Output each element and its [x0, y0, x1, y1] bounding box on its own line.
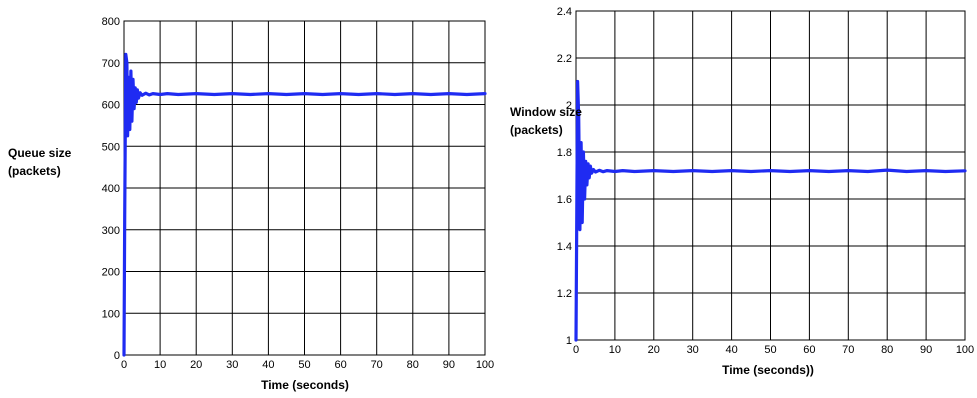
x-tick-label: 90 [443, 359, 455, 371]
x-tick-label: 100 [956, 344, 974, 356]
y-tick-label: 1.6 [557, 194, 572, 206]
queue-size-chart: 0 10 20 30 40 50 60 70 80 90 100 0 100 200 300 400 500 60… [8, 16, 494, 392]
y-axis-label: Queue size [8, 146, 72, 160]
y-tick-label: 1.4 [557, 241, 572, 253]
x-tick-label: 10 [609, 344, 621, 356]
x-tick-label: 70 [371, 359, 383, 371]
x-tick-label: 80 [881, 344, 893, 356]
x-axis-label: Time (seconds)) [722, 363, 814, 377]
y-tick-label: 1.2 [557, 288, 572, 300]
y-tick-label: 100 [102, 308, 120, 320]
x-tick-label: 40 [262, 359, 274, 371]
y-tick-label: 700 [102, 58, 120, 70]
y-axis-label-unit: (packets) [8, 164, 61, 178]
y-tick-label: 2 [566, 100, 572, 112]
x-tick-label: 30 [226, 359, 238, 371]
y-tick-label: 500 [102, 141, 120, 153]
y-tick-label: 300 [102, 225, 120, 237]
x-tick-label: 60 [334, 359, 346, 371]
x-tick-label: 40 [725, 344, 737, 356]
x-tick-label: 60 [803, 344, 815, 356]
y-axis-label-unit: (packets) [510, 123, 563, 137]
x-tick-label: 0 [573, 344, 579, 356]
x-tick-label: 0 [121, 359, 127, 371]
x-tick-label: 90 [920, 344, 932, 356]
y-tick-label: 2.4 [557, 6, 572, 18]
y-tick-label: 800 [102, 16, 120, 28]
y-tick-label: 1.8 [557, 147, 572, 159]
y-tick-label: 600 [102, 100, 120, 112]
series-line [122, 52, 487, 357]
x-tick-label: 20 [648, 344, 660, 356]
x-tick-label: 80 [407, 359, 419, 371]
x-tick-label: 30 [687, 344, 699, 356]
x-tick-label: 50 [764, 344, 776, 356]
x-axis-label: Time (seconds) [261, 378, 349, 392]
series-line [574, 79, 967, 342]
y-tick-label: 1 [566, 335, 572, 347]
window-size-chart: 0 10 20 30 40 50 60 70 80 90 100 1 1.2 1.4 1.6 1.8 2 2.2 2… [510, 6, 974, 377]
x-tick-label: 50 [298, 359, 310, 371]
x-tick-label: 20 [190, 359, 202, 371]
y-tick-label: 2.2 [557, 53, 572, 65]
y-tick-label: 0 [114, 350, 120, 362]
y-axis-label: Window size [510, 105, 582, 119]
x-tick-label: 100 [476, 359, 494, 371]
y-tick-label: 200 [102, 267, 120, 279]
x-tick-label: 70 [842, 344, 854, 356]
y-tick-label: 400 [102, 183, 120, 195]
x-tick-label: 10 [154, 359, 166, 371]
